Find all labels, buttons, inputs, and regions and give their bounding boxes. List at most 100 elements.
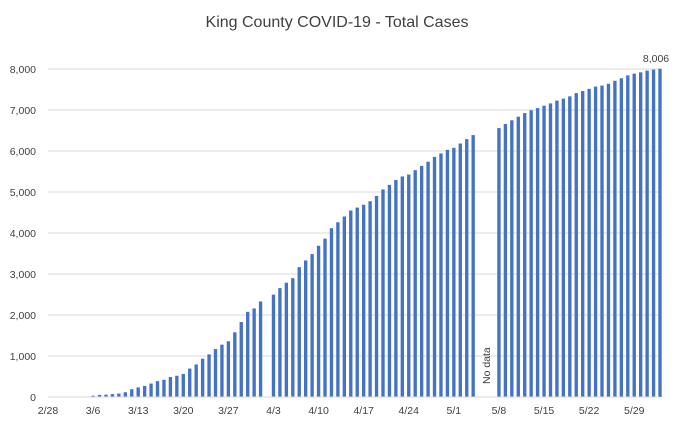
bar xyxy=(387,184,392,397)
y-axis-tick-labels: 0 1,000 2,000 3,000 4,000 5,000 6,000 7,000 8,00… xyxy=(10,64,36,404)
bar xyxy=(207,354,211,397)
bar xyxy=(91,395,95,397)
bar xyxy=(142,385,147,397)
bar xyxy=(368,201,372,397)
x-tick-label: 5/22 xyxy=(579,405,600,417)
bar xyxy=(130,389,134,397)
bar xyxy=(162,379,166,397)
bar xyxy=(400,176,404,397)
bar xyxy=(568,96,572,398)
bar xyxy=(181,373,185,397)
bar xyxy=(136,387,140,397)
bar xyxy=(226,341,231,397)
bar xyxy=(213,349,218,397)
bar xyxy=(638,72,643,398)
bar xyxy=(651,69,656,398)
x-tick-label: 5/15 xyxy=(534,405,555,417)
bar xyxy=(239,322,243,397)
bar xyxy=(310,254,314,397)
x-tick-label: 4/10 xyxy=(308,405,329,417)
y-tick-label: 1,000 xyxy=(10,351,36,363)
bar xyxy=(117,393,121,397)
bar xyxy=(555,100,559,397)
bar xyxy=(606,83,611,398)
bar xyxy=(458,143,462,397)
bar xyxy=(497,128,501,397)
bar xyxy=(503,124,508,397)
bar xyxy=(278,288,282,397)
y-tick-label: 2,000 xyxy=(10,310,36,322)
bar xyxy=(452,147,456,397)
bar xyxy=(149,383,153,397)
bar xyxy=(220,344,224,397)
bar xyxy=(355,207,359,397)
bar xyxy=(593,86,598,398)
no-data-label: No data xyxy=(481,347,493,384)
bar xyxy=(535,108,540,397)
bar xyxy=(155,381,160,397)
bar xyxy=(291,278,295,397)
bar xyxy=(258,301,263,397)
y-tick-label: 3,000 xyxy=(10,269,36,281)
x-tick-label: 5/8 xyxy=(492,405,507,417)
y-tick-label: 6,000 xyxy=(10,146,36,158)
y-tick-label: 8,000 xyxy=(10,64,36,76)
bar xyxy=(471,135,475,398)
bar xyxy=(542,105,546,398)
bar xyxy=(246,311,250,397)
bar xyxy=(361,204,366,397)
bar xyxy=(516,116,520,398)
bar xyxy=(645,70,649,397)
bar xyxy=(97,394,102,397)
x-tick-label: 5/29 xyxy=(624,405,645,417)
bar xyxy=(200,358,205,397)
x-tick-label: 4/24 xyxy=(399,405,420,417)
bar xyxy=(394,179,398,397)
bar xyxy=(123,392,127,397)
bar xyxy=(658,68,662,397)
bar xyxy=(316,245,321,397)
bar xyxy=(233,332,237,397)
bar xyxy=(587,88,591,397)
bars xyxy=(91,68,662,398)
bar xyxy=(510,120,514,397)
bar xyxy=(574,93,578,397)
bar xyxy=(561,98,566,397)
bar xyxy=(439,153,443,397)
bar xyxy=(445,149,450,397)
x-tick-label: 3/6 xyxy=(86,405,101,417)
bar xyxy=(323,238,327,397)
bar xyxy=(600,85,604,398)
x-tick-label: 4/3 xyxy=(266,405,281,417)
x-axis-tick-labels: 2/28 3/6 3/13 3/20 3/27 4/3 4/10 4/17 4/24 5/1 5/8… xyxy=(38,405,645,417)
x-tick-label: 2/28 xyxy=(38,405,59,417)
bar xyxy=(548,103,553,397)
x-tick-label: 3/27 xyxy=(218,405,239,417)
bar xyxy=(297,267,301,397)
bar xyxy=(349,210,353,397)
x-tick-label: 5/1 xyxy=(447,405,462,417)
bar xyxy=(304,260,308,397)
bar xyxy=(252,308,256,397)
bar xyxy=(426,161,430,397)
bar xyxy=(581,91,585,398)
y-tick-label: 4,000 xyxy=(10,228,36,240)
bar xyxy=(336,222,340,397)
bar xyxy=(407,174,411,397)
bar xyxy=(465,139,469,398)
x-tick-label: 3/20 xyxy=(173,405,194,417)
bar xyxy=(194,364,198,397)
bar xyxy=(523,113,527,397)
bar xyxy=(419,165,424,397)
x-tick-label: 3/13 xyxy=(128,405,149,417)
y-tick-label: 0 xyxy=(30,392,36,404)
bar xyxy=(188,368,192,397)
y-tick-label: 5,000 xyxy=(10,187,36,199)
bar xyxy=(626,75,630,398)
bar xyxy=(284,282,289,397)
bar xyxy=(175,375,179,397)
bar xyxy=(329,228,334,397)
bar xyxy=(110,394,115,397)
y-tick-label: 7,000 xyxy=(10,105,36,117)
